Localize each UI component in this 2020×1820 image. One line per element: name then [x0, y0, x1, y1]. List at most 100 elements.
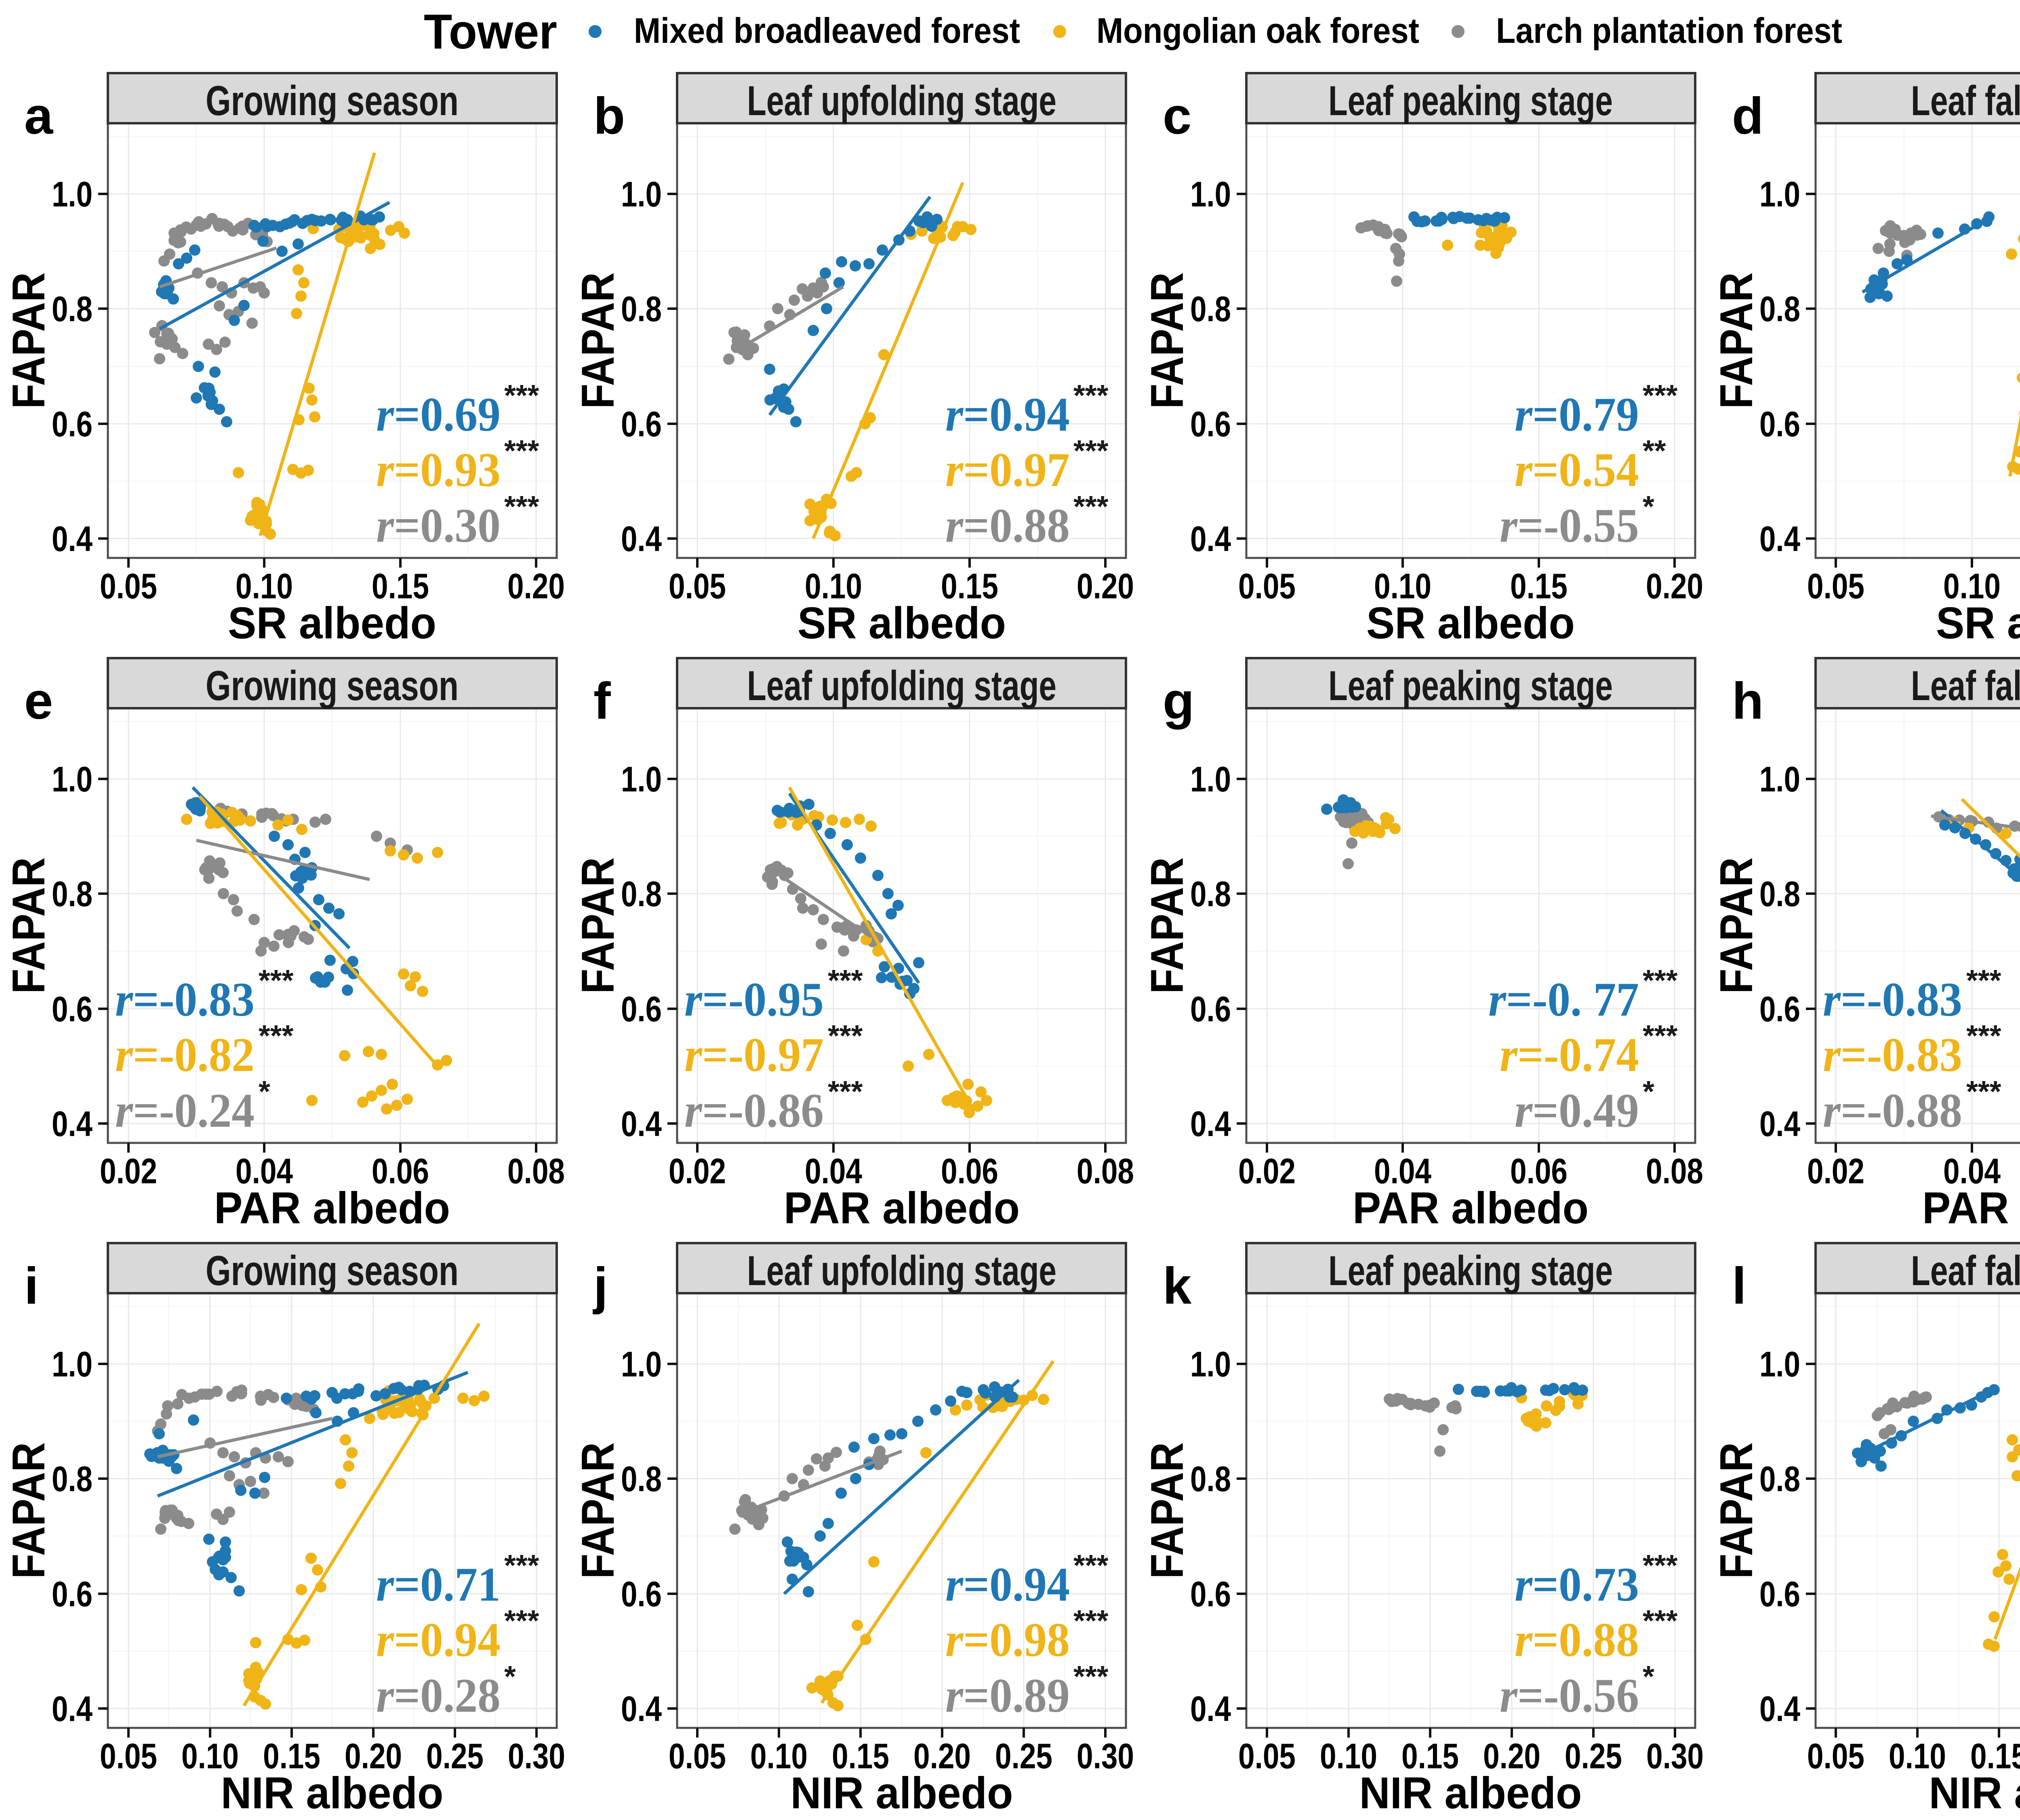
svg-text:r=0.73: r=0.73 [1515, 1557, 1639, 1611]
svg-text:***: *** [828, 1019, 863, 1052]
svg-text:r=0.98: r=0.98 [945, 1613, 1070, 1666]
svg-text:0.4: 0.4 [1190, 1104, 1231, 1144]
svg-text:r=0.93: r=0.93 [376, 443, 501, 497]
svg-text:Leaf peaking stage: Leaf peaking stage [1328, 663, 1613, 709]
svg-text:0.30: 0.30 [508, 1736, 565, 1776]
svg-text:r=-0.83: r=-0.83 [1823, 972, 1962, 1026]
svg-text:1.0: 1.0 [1190, 174, 1231, 214]
svg-text:FAPAR: FAPAR [3, 272, 55, 409]
svg-text:FAPAR: FAPAR [1142, 857, 1193, 994]
svg-text:***: *** [504, 490, 539, 523]
svg-text:SR albedo: SR albedo [1936, 598, 2020, 648]
svg-text:Leaf falling stage: Leaf falling stage [1911, 78, 2020, 124]
svg-text:***: *** [1643, 1019, 1678, 1052]
svg-text:***: *** [1073, 1549, 1109, 1582]
svg-text:FAPAR: FAPAR [1142, 1442, 1193, 1579]
svg-text:NIR albedo: NIR albedo [221, 1768, 444, 1818]
svg-text:r=0.94: r=0.94 [376, 1613, 501, 1666]
svg-text:***: *** [1073, 379, 1109, 412]
svg-text:***: *** [504, 379, 539, 412]
svg-text:j: j [593, 1257, 608, 1315]
svg-text:0.20: 0.20 [507, 566, 565, 606]
svg-text:*: * [1643, 1660, 1654, 1693]
svg-text:r=-0.86: r=-0.86 [684, 1084, 824, 1137]
svg-text:r=-0.88: r=-0.88 [1823, 1084, 1962, 1137]
svg-text:*: * [1643, 1075, 1654, 1108]
svg-text:0.05: 0.05 [669, 566, 726, 606]
svg-text:r=0.30: r=0.30 [376, 499, 501, 552]
svg-text:g: g [1163, 672, 1194, 730]
svg-text:c: c [1163, 87, 1191, 145]
svg-text:Mongolian oak forest: Mongolian oak forest [1096, 11, 1419, 50]
svg-text:***: *** [1643, 1604, 1678, 1637]
svg-text:0.05: 0.05 [1807, 1736, 1864, 1776]
svg-text:***: *** [504, 434, 539, 467]
svg-text:Larch plantation forest: Larch plantation forest [1496, 11, 1842, 50]
svg-text:0.6: 0.6 [52, 404, 93, 444]
svg-text:0.05: 0.05 [669, 1736, 726, 1776]
svg-text:FAPAR: FAPAR [1711, 272, 1762, 409]
svg-text:***: *** [504, 1604, 539, 1637]
svg-text:**: ** [1643, 434, 1666, 467]
svg-text:r=-0.83: r=-0.83 [1823, 1028, 1962, 1081]
svg-text:r=-0.83: r=-0.83 [115, 972, 255, 1026]
svg-text:FAPAR: FAPAR [1142, 272, 1193, 409]
svg-text:a: a [24, 87, 53, 145]
svg-text:r=0.97: r=0.97 [945, 443, 1070, 497]
svg-text:NIR albedo: NIR albedo [1929, 1768, 2020, 1818]
svg-text:1.0: 1.0 [621, 759, 662, 799]
svg-text:l: l [1732, 1257, 1746, 1315]
svg-text:***: *** [259, 1019, 294, 1052]
svg-text:***: *** [504, 1549, 539, 1582]
svg-text:1.0: 1.0 [1190, 759, 1231, 799]
svg-text:0.8: 0.8 [1190, 1459, 1231, 1499]
svg-text:0.6: 0.6 [52, 989, 93, 1029]
svg-text:Leaf upfolding stage: Leaf upfolding stage [747, 1248, 1056, 1294]
svg-text:FAPAR: FAPAR [572, 272, 624, 409]
svg-text:k: k [1163, 1257, 1192, 1315]
svg-text:NIR albedo: NIR albedo [1359, 1768, 1582, 1818]
svg-text:0.30: 0.30 [1646, 1736, 1704, 1776]
svg-text:i: i [24, 1257, 39, 1315]
svg-text:0.20: 0.20 [1077, 566, 1134, 606]
svg-text:0.4: 0.4 [621, 1104, 662, 1144]
svg-text:r=0.69: r=0.69 [376, 387, 501, 441]
svg-text:r=0.71: r=0.71 [376, 1557, 501, 1611]
svg-text:PAR albedo: PAR albedo [214, 1183, 450, 1233]
svg-text:PAR albedo: PAR albedo [1922, 1183, 2020, 1233]
svg-text:FAPAR: FAPAR [3, 1442, 55, 1579]
svg-text:r=-0.82: r=-0.82 [115, 1028, 255, 1081]
svg-text:0.05: 0.05 [100, 566, 157, 606]
svg-text:*: * [259, 1075, 270, 1108]
svg-text:r=0.88: r=0.88 [945, 499, 1070, 552]
svg-text:0.6: 0.6 [621, 404, 662, 444]
svg-text:***: *** [1073, 490, 1109, 523]
svg-text:0.6: 0.6 [621, 1574, 662, 1614]
svg-text:0.8: 0.8 [1190, 874, 1231, 914]
svg-text:r=-0.56: r=-0.56 [1500, 1669, 1639, 1722]
svg-text:0.30: 0.30 [1077, 1736, 1134, 1776]
svg-text:b: b [593, 87, 625, 145]
svg-text:SR albedo: SR albedo [1366, 598, 1575, 648]
svg-text:Growing season: Growing season [206, 663, 459, 709]
svg-text:0.6: 0.6 [1190, 989, 1231, 1029]
svg-text:Tower: Tower [424, 4, 557, 59]
svg-text:Leaf falling stage: Leaf falling stage [1911, 1248, 2020, 1294]
svg-text:FAPAR: FAPAR [1711, 1442, 1762, 1579]
svg-text:0.4: 0.4 [1190, 519, 1231, 559]
svg-text:NIR albedo: NIR albedo [791, 1768, 1013, 1818]
svg-text:r=-0.55: r=-0.55 [1500, 499, 1639, 552]
svg-text:0.4: 0.4 [52, 1104, 93, 1144]
svg-text:0.4: 0.4 [621, 1689, 662, 1729]
svg-text:***: *** [1643, 379, 1678, 412]
svg-text:0.02: 0.02 [1807, 1151, 1864, 1191]
svg-text:0.6: 0.6 [1759, 1574, 1800, 1614]
svg-text:0.8: 0.8 [621, 1459, 662, 1499]
svg-text:r=0.88: r=0.88 [1515, 1613, 1639, 1666]
svg-text:***: *** [1073, 434, 1109, 467]
svg-text:0.8: 0.8 [52, 289, 93, 329]
svg-text:FAPAR: FAPAR [572, 857, 624, 994]
svg-text:0.6: 0.6 [1759, 404, 1800, 444]
svg-text:1.0: 1.0 [1759, 1344, 1800, 1384]
svg-text:0.05: 0.05 [1238, 566, 1296, 606]
